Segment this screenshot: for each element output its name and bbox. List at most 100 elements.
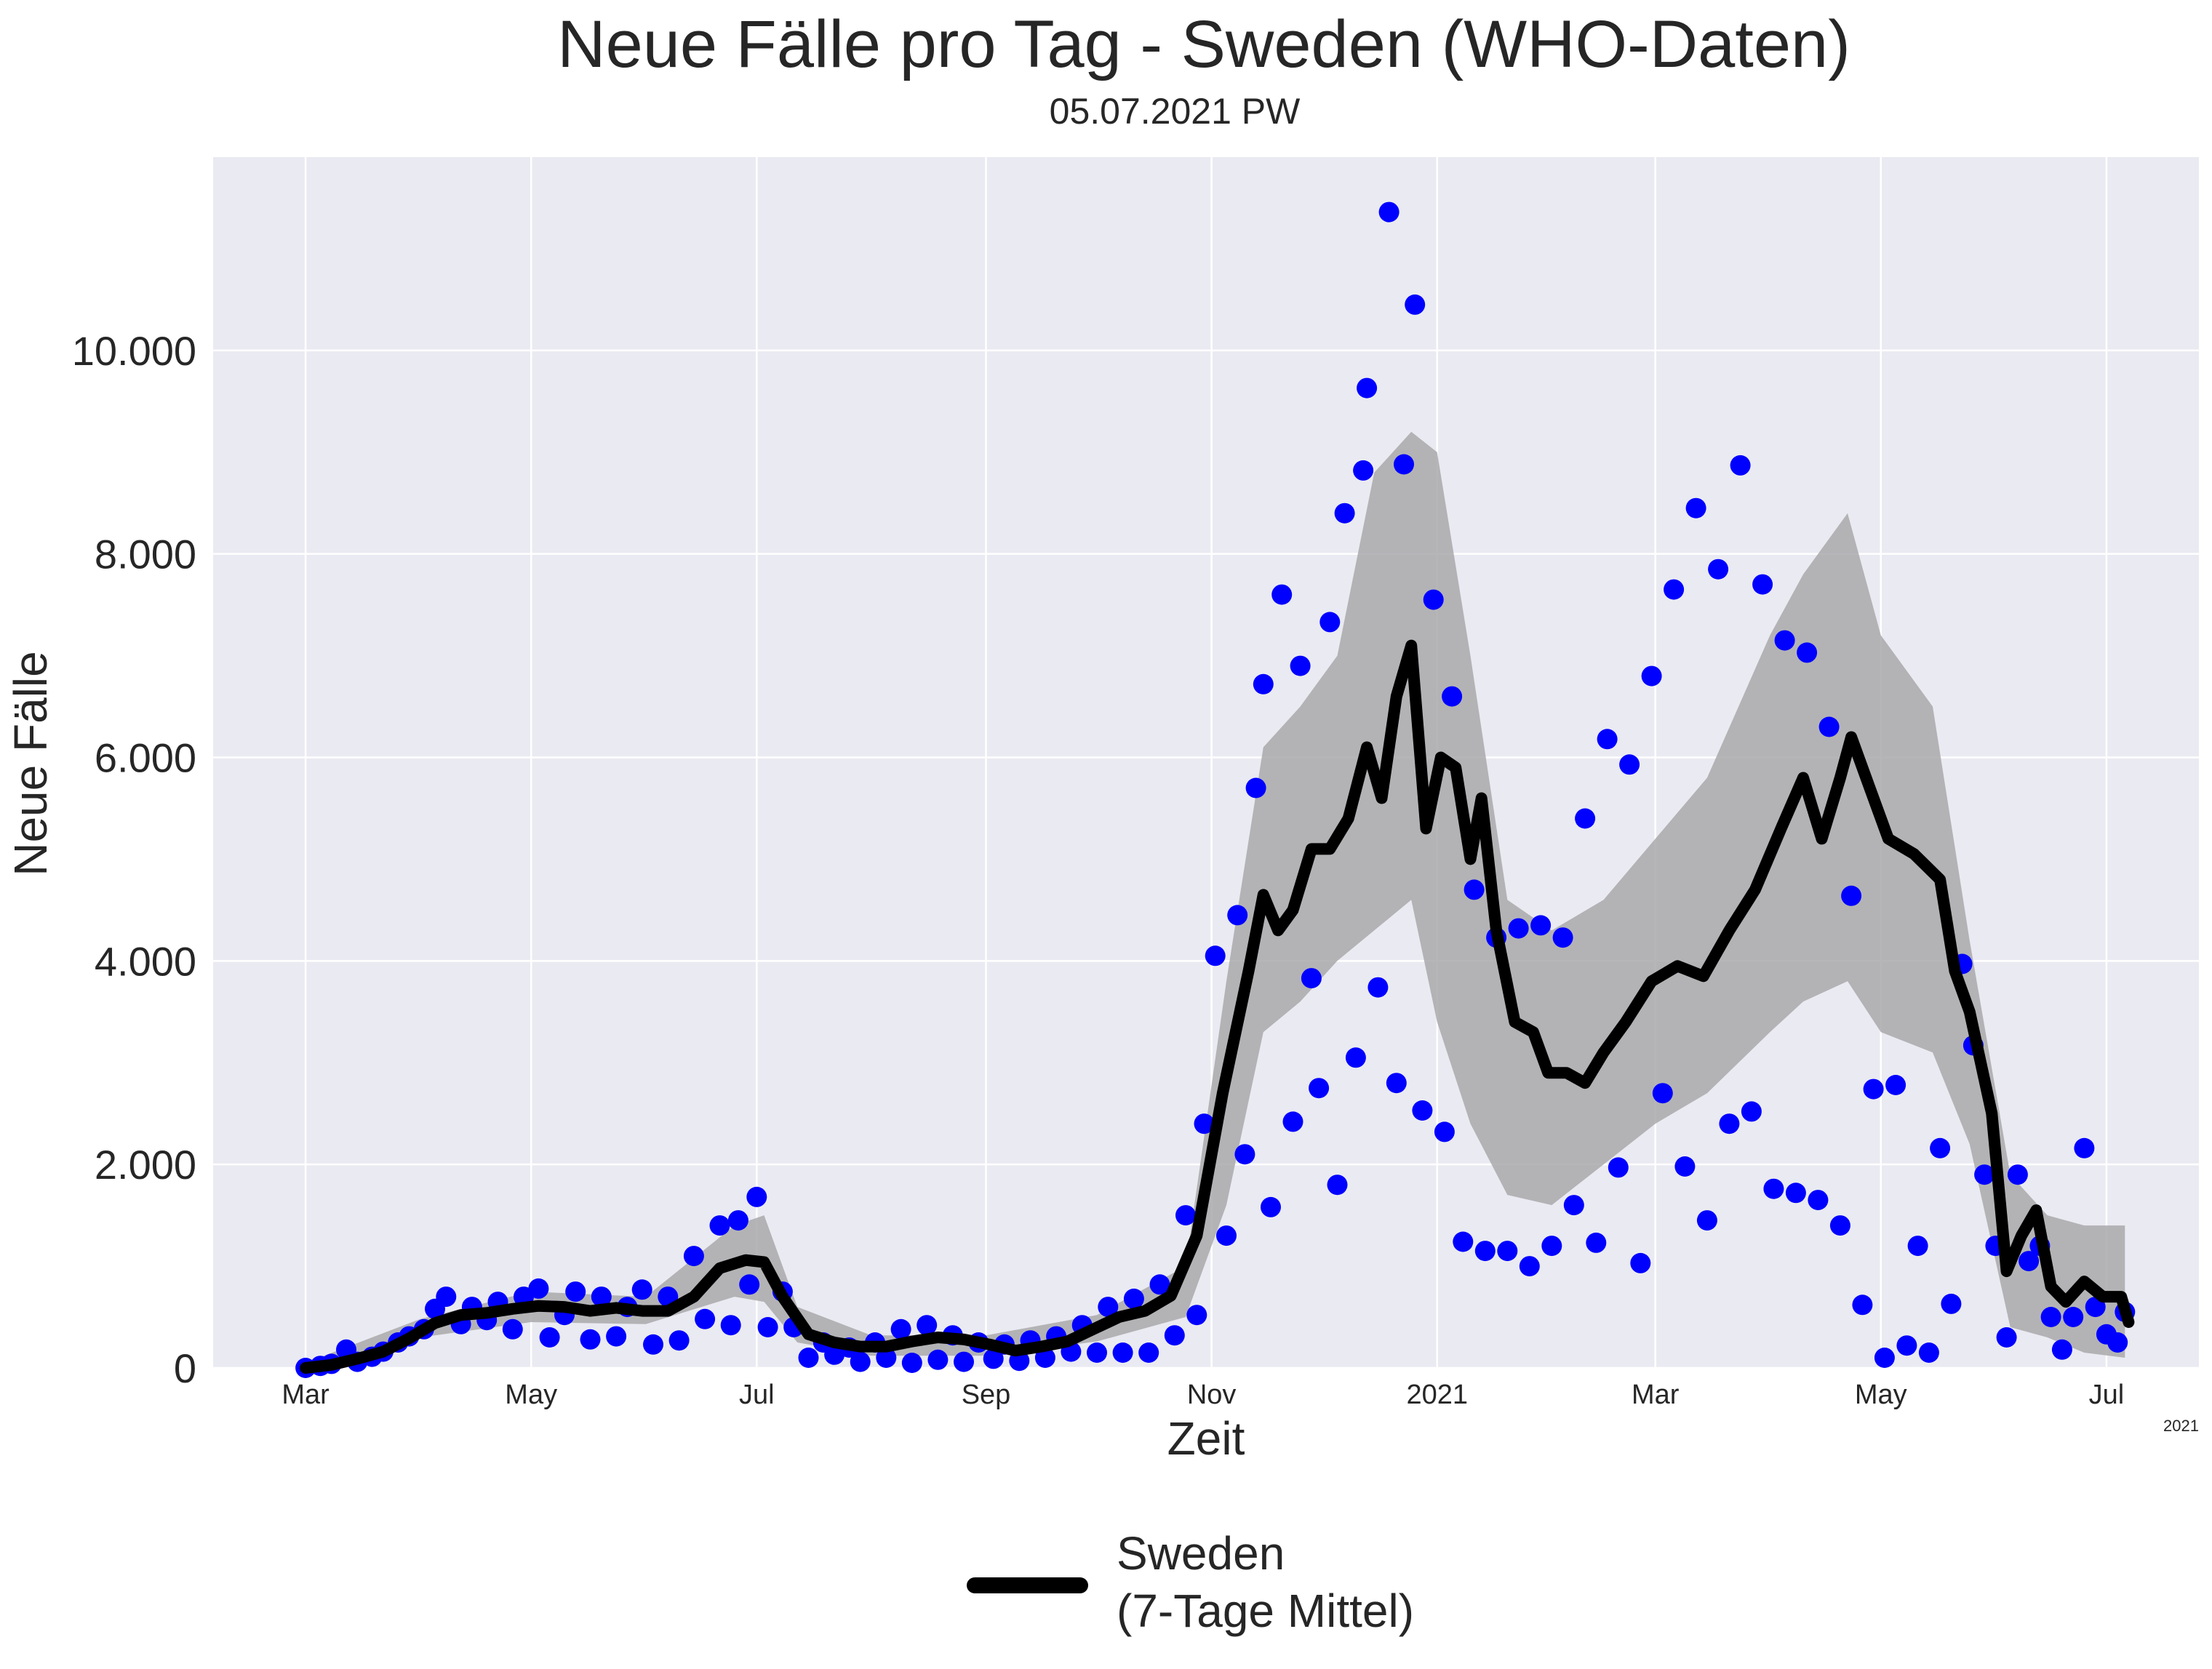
data-point <box>720 1315 741 1336</box>
data-point <box>2040 1307 2061 1327</box>
data-point <box>1412 1100 1433 1121</box>
data-point <box>1282 1111 1303 1132</box>
data-point <box>631 1279 652 1300</box>
data-point <box>890 1318 911 1340</box>
data-point <box>1034 1348 1055 1368</box>
data-point <box>1841 885 1862 906</box>
data-point <box>591 1286 612 1308</box>
data-point <box>1696 1210 1717 1231</box>
data-point <box>683 1246 704 1267</box>
data-point <box>1763 1178 1784 1199</box>
data-point <box>983 1348 1004 1369</box>
data-point <box>1216 1225 1237 1246</box>
data-point <box>643 1334 663 1355</box>
data-point <box>927 1349 949 1370</box>
data-point <box>1918 1342 1939 1363</box>
data-point <box>850 1351 871 1372</box>
data-point <box>1497 1241 1518 1262</box>
data-point <box>2107 1332 2128 1353</box>
data-point <box>1641 665 1662 687</box>
data-point <box>1941 1293 1962 1314</box>
data-point <box>954 1351 974 1372</box>
data-point <box>1261 1196 1281 1217</box>
data-point <box>1227 905 1248 926</box>
data-point <box>695 1308 716 1329</box>
data-point <box>1123 1288 1144 1309</box>
data-point <box>1530 915 1552 936</box>
x-tick-label: May <box>1855 1380 1907 1410</box>
y-tick-label: 8.000 <box>95 532 196 577</box>
data-point <box>709 1215 730 1236</box>
y-tick-label: 0 <box>174 1345 196 1391</box>
data-point <box>1852 1294 1873 1316</box>
data-point <box>1234 1144 1255 1165</box>
x-axis-label: Zeit <box>1167 1412 1245 1465</box>
x-tick-label: Mar <box>282 1380 330 1410</box>
data-point <box>1674 1156 1696 1177</box>
y-tick-label: 2.000 <box>95 1142 196 1188</box>
data-point <box>1327 1174 1348 1196</box>
data-point <box>1996 1327 2017 1348</box>
data-point <box>1474 1241 1496 1262</box>
data-point <box>2019 1251 2040 1272</box>
data-point <box>668 1330 690 1351</box>
data-point <box>539 1327 560 1348</box>
data-point <box>2063 1307 2084 1327</box>
data-point <box>1423 589 1444 610</box>
data-point <box>528 1278 549 1299</box>
data-point <box>757 1317 778 1337</box>
data-point <box>739 1274 760 1295</box>
data-point <box>565 1281 586 1302</box>
data-point <box>1586 1232 1607 1253</box>
data-point <box>1442 686 1463 707</box>
data-point <box>727 1210 748 1231</box>
data-point <box>1741 1101 1762 1122</box>
data-point <box>1290 655 1311 676</box>
data-point <box>1112 1342 1133 1363</box>
data-point <box>1552 927 1573 948</box>
data-point <box>1309 1078 1330 1099</box>
data-point <box>1149 1274 1170 1295</box>
data-point <box>1319 612 1341 633</box>
data-point <box>2074 1137 2095 1158</box>
data-point <box>1652 1083 1673 1104</box>
x-tick-label: 2021 <box>1406 1380 1468 1410</box>
data-point <box>917 1315 938 1336</box>
data-point <box>1563 1195 1584 1216</box>
y-tick-label: 6.000 <box>95 735 196 781</box>
data-point <box>1575 808 1596 829</box>
x-tick-label: Mar <box>1632 1380 1680 1410</box>
data-point <box>1138 1342 1159 1363</box>
data-point <box>1597 729 1618 750</box>
data-point <box>1386 1073 1407 1094</box>
data-point <box>1797 642 1818 663</box>
data-point <box>1271 584 1293 605</box>
data-point <box>901 1353 922 1373</box>
data-point <box>1434 1121 1455 1142</box>
x-tick-label: May <box>505 1380 557 1410</box>
data-point <box>1087 1342 1107 1363</box>
data-point <box>876 1348 897 1368</box>
data-point <box>1974 1164 1995 1185</box>
data-point <box>1334 503 1355 524</box>
chart-subtitle: 05.07.2021 PW <box>1050 91 1301 132</box>
data-point <box>1708 559 1729 580</box>
legend: Sweden (7-Tage Mittel) <box>967 1527 1414 1637</box>
legend-label-line2: (7-Tage Mittel) <box>1117 1585 1414 1637</box>
data-point <box>1301 968 1322 989</box>
data-point <box>1630 1252 1651 1273</box>
data-point <box>1874 1348 1895 1368</box>
data-point <box>1394 454 1414 475</box>
data-point <box>1685 497 1706 519</box>
data-point <box>1818 716 1840 737</box>
data-point <box>1253 673 1274 695</box>
y-axis-ticks: 0 2.000 4.000 6.000 8.000 10.000 <box>72 328 196 1391</box>
data-point <box>1378 201 1400 223</box>
data-point <box>1205 945 1226 966</box>
data-point <box>606 1326 627 1347</box>
seven-day-mean-line <box>300 639 2135 1374</box>
range-band <box>306 431 2125 1368</box>
y-axis-label: Neue Fälle <box>4 651 57 876</box>
data-point <box>1345 1047 1366 1068</box>
data-point <box>1245 777 1266 799</box>
